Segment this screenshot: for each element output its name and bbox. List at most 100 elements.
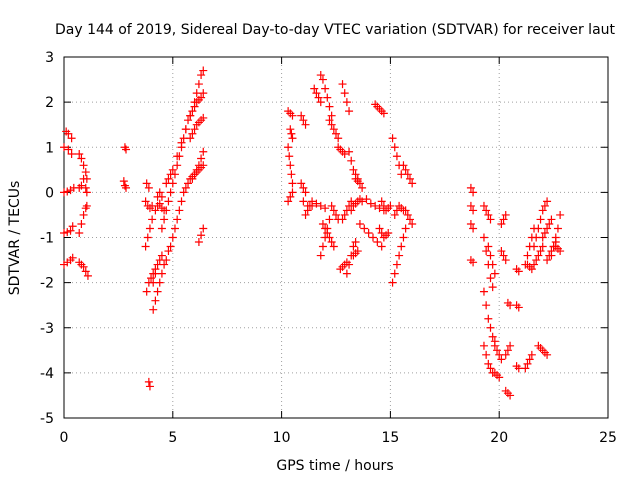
data-point [484, 242, 493, 251]
data-point [142, 179, 151, 188]
data-point [312, 199, 321, 208]
y-axis-label: SDTVAR / TECUs [7, 181, 23, 296]
data-point [149, 305, 158, 314]
data-point [503, 346, 512, 355]
data-point [358, 183, 367, 192]
series-s76 [503, 298, 515, 310]
data-point [466, 201, 475, 210]
data-point [501, 256, 510, 265]
series-s30 [286, 125, 297, 143]
data-point [401, 165, 410, 174]
data-point [321, 84, 330, 93]
data-point [67, 134, 76, 143]
data-point [157, 251, 166, 260]
data-point [484, 210, 493, 219]
data-point [362, 195, 371, 204]
data-point [556, 247, 565, 256]
data-point [286, 125, 295, 134]
data-point [168, 233, 177, 242]
axis-ticks [63, 56, 609, 419]
data-point [66, 226, 75, 235]
data-point [199, 224, 208, 233]
series-s74 [501, 341, 515, 359]
data-point [543, 197, 552, 206]
data-point [168, 165, 177, 174]
data-point [81, 267, 90, 276]
data-point [501, 350, 510, 359]
data-point [323, 228, 332, 237]
series-s22 [162, 165, 177, 188]
data-point [536, 247, 545, 256]
data-point [347, 206, 356, 215]
series-s72 [497, 210, 510, 228]
data-point [82, 188, 91, 197]
series-s4 [60, 222, 77, 237]
data-point [151, 296, 160, 305]
data-point [527, 350, 536, 359]
series-s49 [347, 195, 364, 215]
data-point [340, 89, 349, 98]
data-point [151, 206, 160, 215]
data-point [384, 228, 393, 237]
data-point [405, 215, 414, 224]
data-point [325, 102, 334, 111]
series-s58 [388, 224, 410, 287]
y-tick-label: 1 [45, 140, 54, 156]
series-s38 [316, 71, 336, 120]
series-s37 [310, 84, 325, 107]
data-point [371, 201, 380, 210]
data-point [506, 391, 515, 400]
data-point [523, 359, 532, 368]
series-s47 [342, 238, 360, 278]
data-point [299, 116, 308, 125]
data-point [469, 206, 478, 215]
data-point [318, 75, 327, 84]
data-point [141, 242, 150, 251]
data-point [301, 120, 310, 129]
data-point [145, 224, 154, 233]
data-point [536, 215, 545, 224]
data-point [184, 179, 193, 188]
data-point [194, 238, 203, 247]
data-point [390, 210, 399, 219]
data-point [323, 93, 332, 102]
data-point [170, 170, 179, 179]
data-point [353, 174, 362, 183]
data-point [377, 197, 386, 206]
series-s29 [284, 107, 297, 120]
data-point [379, 109, 388, 118]
series-s41 [318, 219, 338, 251]
data-point [338, 80, 347, 89]
data-point [482, 301, 491, 310]
series-s70 [479, 341, 504, 382]
data-point [318, 219, 327, 228]
series-s43 [334, 143, 349, 159]
series-s77 [512, 301, 523, 312]
data-point [466, 219, 475, 228]
series-s33 [297, 111, 310, 129]
series-s31 [284, 143, 297, 188]
series-s51 [351, 170, 367, 192]
data-point [153, 260, 162, 269]
data-point [155, 188, 164, 197]
data-point [338, 215, 347, 224]
data-point [77, 181, 86, 190]
series-s60 [399, 161, 417, 188]
data-point [188, 174, 197, 183]
data-point [190, 170, 199, 179]
series-s28 [194, 224, 208, 247]
data-point [553, 224, 562, 233]
data-point [403, 170, 412, 179]
data-point [538, 206, 547, 215]
data-point [316, 251, 325, 260]
data-point [190, 98, 199, 107]
data-point [547, 251, 556, 260]
data-point [497, 219, 506, 228]
data-point [538, 242, 547, 251]
data-point [79, 262, 88, 271]
data-point [197, 71, 206, 80]
data-point [375, 224, 384, 233]
data-point [325, 215, 334, 224]
data-point [523, 251, 532, 260]
